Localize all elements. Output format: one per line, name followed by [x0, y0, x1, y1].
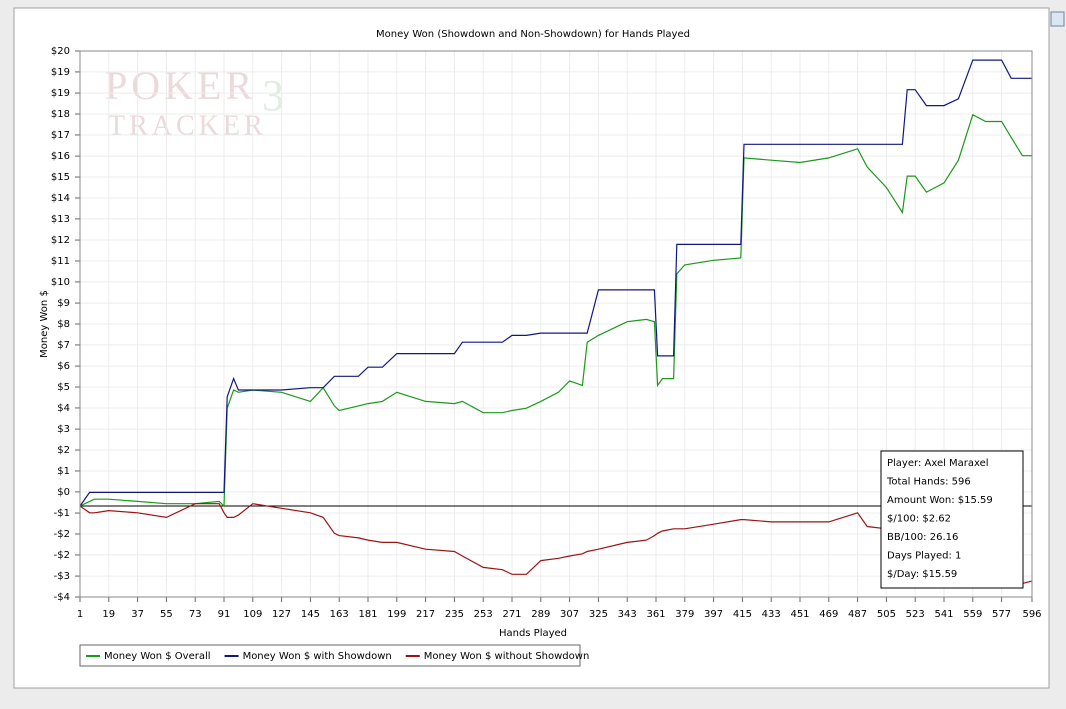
series-line [79, 59, 1032, 507]
expand-button[interactable] [1050, 11, 1065, 27]
watermark: 3 [262, 71, 288, 120]
y-tick-label: $14 [51, 193, 70, 204]
y-tick-label: $19 [51, 88, 70, 99]
x-tick-label: 289 [531, 609, 550, 620]
x-tick-label: 271 [502, 609, 521, 620]
x-tick-label: 487 [848, 609, 867, 620]
y-tick-label: -$1 [54, 508, 70, 519]
y-tick-label: $13 [51, 214, 70, 225]
y-tick-label: $12 [51, 235, 70, 246]
y-tick-label: $17 [51, 130, 70, 141]
y-tick-label: $11 [51, 256, 70, 267]
panel [13, 7, 1050, 689]
info-box [880, 450, 1024, 589]
x-tick-label: 91 [218, 609, 231, 620]
y-tick-label: -$2 [54, 550, 70, 561]
x-tick-label: 73 [189, 609, 202, 620]
y-tick-label: $10 [51, 277, 70, 288]
y-tick-label: $19 [51, 67, 70, 78]
x-tick-label: 37 [131, 609, 144, 620]
y-tick-label: $8 [57, 319, 70, 330]
chart-title: Money Won (Showdown and Non-Showdown) fo… [376, 29, 690, 40]
legend-label: Money Won $ with Showdown [243, 651, 392, 662]
info-text: BB/100: 26.16 [887, 532, 958, 543]
x-tick-label: 577 [992, 609, 1011, 620]
y-tick-label: -$2 [54, 529, 70, 540]
x-tick-label: 523 [906, 609, 925, 620]
y-tick-label: $18 [51, 109, 70, 120]
y-axis-label: Money Won $ [39, 290, 50, 358]
watermark: POKER [105, 63, 256, 108]
x-tick-label: 145 [301, 609, 320, 620]
info-text: Amount Won: $15.59 [887, 495, 993, 506]
y-tick-label: $15 [51, 172, 70, 183]
legend-label: Money Won $ Overall [104, 651, 211, 662]
x-tick-label: 217 [416, 609, 435, 620]
x-tick-label: 253 [474, 609, 493, 620]
legend-label: Money Won $ without Showdown [424, 651, 590, 662]
x-axis-label: Hands Played [499, 628, 567, 639]
x-tick-label: 559 [963, 609, 982, 620]
y-tick-label: $7 [57, 340, 70, 351]
y-tick-label: $2 [57, 445, 70, 456]
x-tick-label: 199 [387, 609, 406, 620]
x-tick-label: 109 [243, 609, 262, 620]
info-text: $/100: $2.62 [887, 514, 951, 525]
x-tick-label: 343 [618, 609, 637, 620]
y-tick-label: $6 [57, 361, 70, 372]
y-tick-label: $0 [57, 487, 70, 498]
x-tick-label: 1 [77, 609, 83, 620]
y-tick-label: $1 [57, 466, 70, 477]
info-text: Days Played: 1 [887, 551, 961, 562]
x-tick-label: 235 [445, 609, 464, 620]
series-line [79, 113, 1032, 508]
x-tick-label: 127 [272, 609, 291, 620]
y-tick-label: $9 [57, 298, 70, 309]
x-tick-label: 361 [646, 609, 665, 620]
x-tick-label: 379 [675, 609, 694, 620]
plot-frame [79, 50, 1033, 598]
info-text: Total Hands: 596 [886, 477, 971, 488]
x-tick-label: 307 [560, 609, 579, 620]
y-tick-label: $20 [51, 46, 70, 57]
legend-box [79, 644, 581, 667]
x-tick-label: 596 [1022, 609, 1041, 620]
x-tick-label: 451 [790, 609, 809, 620]
watermark: TRACKER [108, 110, 267, 141]
x-tick-label: 469 [819, 609, 838, 620]
info-text: $/Day: $15.59 [887, 569, 957, 580]
y-tick-label: -$3 [54, 571, 70, 582]
x-tick-label: 163 [330, 609, 349, 620]
x-tick-label: 55 [160, 609, 173, 620]
x-tick-label: 325 [589, 609, 608, 620]
x-tick-label: 181 [358, 609, 377, 620]
y-tick-label: $3 [57, 424, 70, 435]
x-tick-label: 397 [704, 609, 723, 620]
x-tick-label: 433 [762, 609, 781, 620]
y-tick-label: $5 [57, 382, 70, 393]
y-tick-label: $4 [57, 403, 70, 414]
x-tick-label: 505 [877, 609, 896, 620]
info-text: Player: Axel Maraxel [887, 458, 989, 469]
x-tick-label: 541 [934, 609, 953, 620]
y-tick-label: -$4 [54, 592, 70, 603]
y-tick-label: $16 [51, 151, 70, 162]
x-tick-label: 19 [102, 609, 115, 620]
x-tick-label: 415 [733, 609, 752, 620]
